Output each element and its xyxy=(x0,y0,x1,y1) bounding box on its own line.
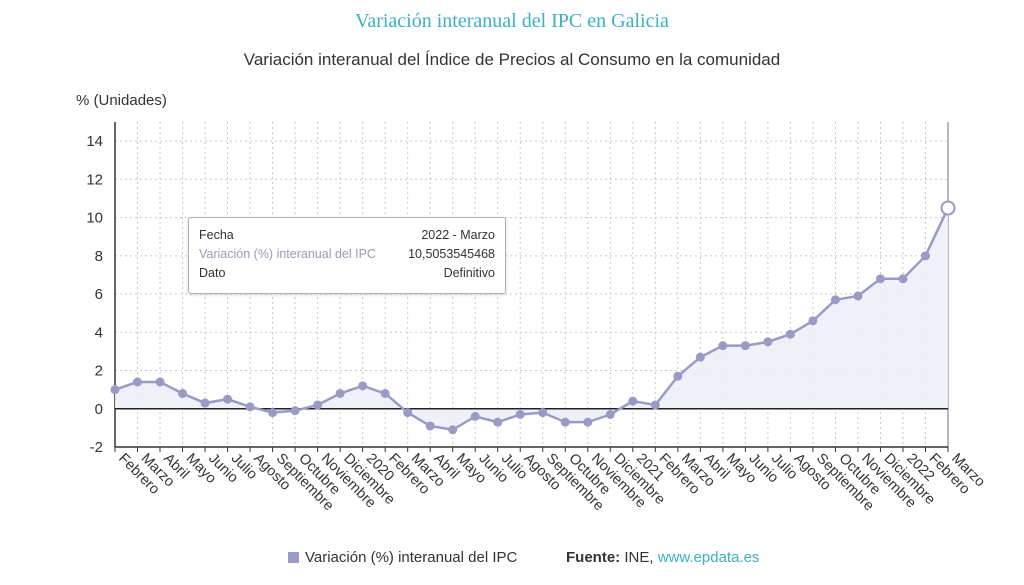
y-tick-label: 8 xyxy=(95,248,103,265)
y-tick-label: 12 xyxy=(86,171,103,188)
y-axis-unit-label: % (Unidades) xyxy=(76,92,167,109)
data-point[interactable] xyxy=(763,337,773,347)
source-org: INE, xyxy=(624,549,654,566)
chart-legend[interactable]: Variación (%) interanual del IPC xyxy=(288,549,517,566)
data-point[interactable] xyxy=(178,388,188,398)
data-tooltip: Fecha 2022 - Marzo Variación (%) interan… xyxy=(188,217,506,294)
data-point[interactable] xyxy=(155,377,165,387)
tooltip-row-date: Fecha 2022 - Marzo xyxy=(199,228,495,246)
chart-title: Variación interanual del IPC en Galicia xyxy=(355,10,669,32)
data-point[interactable] xyxy=(695,352,705,362)
source-credit: Fuente: INE, www.epdata.es xyxy=(566,549,759,566)
data-point[interactable] xyxy=(245,402,255,412)
highlighted-data-point[interactable] xyxy=(940,200,956,216)
tooltip-series-label: Variación (%) interanual del IPC xyxy=(199,247,376,261)
data-point[interactable] xyxy=(425,421,435,431)
y-tick-label: 14 xyxy=(86,133,103,150)
data-point[interactable] xyxy=(830,295,840,305)
data-point[interactable] xyxy=(380,388,390,398)
y-tick-label: 2 xyxy=(95,363,103,380)
data-point[interactable] xyxy=(313,400,323,410)
y-tick-label: 10 xyxy=(86,210,103,227)
legend-swatch xyxy=(288,552,299,563)
data-point[interactable] xyxy=(335,388,345,398)
tooltip-status-value: Definitivo xyxy=(443,266,495,280)
chart-subtitle: Variación interanual del Índice de Preci… xyxy=(243,50,781,69)
data-point[interactable] xyxy=(493,417,503,427)
tooltip-date-value: 2022 - Marzo xyxy=(421,228,495,242)
legend-label: Variación (%) interanual del IPC xyxy=(305,549,518,566)
tooltip-row-status: Dato Definitivo xyxy=(199,266,495,284)
data-point[interactable] xyxy=(898,274,908,284)
data-point[interactable] xyxy=(853,291,863,301)
data-point[interactable] xyxy=(718,341,728,351)
data-point[interactable] xyxy=(740,341,750,351)
tooltip-date-label: Fecha xyxy=(199,228,234,242)
data-point[interactable] xyxy=(808,316,818,326)
data-point[interactable] xyxy=(673,371,683,381)
data-point[interactable] xyxy=(448,425,458,435)
tooltip-status-label: Dato xyxy=(199,266,226,280)
data-point[interactable] xyxy=(785,329,795,339)
data-point[interactable] xyxy=(583,417,593,427)
data-point[interactable] xyxy=(403,408,413,418)
series-area xyxy=(115,208,948,430)
y-tick-label: 6 xyxy=(95,286,103,303)
data-point[interactable] xyxy=(650,400,660,410)
tooltip-series-value: 10,5053545468 xyxy=(408,247,495,261)
data-point[interactable] xyxy=(920,251,930,261)
data-point[interactable] xyxy=(133,377,143,387)
source-link[interactable]: www.epdata.es xyxy=(657,549,760,566)
data-point[interactable] xyxy=(560,417,570,427)
y-tick-label: 0 xyxy=(95,401,103,418)
y-tick-label: -2 xyxy=(90,439,103,456)
data-point[interactable] xyxy=(470,411,480,421)
data-point[interactable] xyxy=(538,408,548,418)
data-point[interactable] xyxy=(290,406,300,416)
y-tick-label: 4 xyxy=(95,324,103,341)
source-label: Fuente: xyxy=(566,549,621,566)
data-point[interactable] xyxy=(268,408,278,418)
data-point[interactable] xyxy=(110,385,120,395)
data-point[interactable] xyxy=(200,398,210,408)
data-point[interactable] xyxy=(358,381,368,391)
data-point[interactable] xyxy=(875,274,885,284)
data-point[interactable] xyxy=(515,410,525,419)
tooltip-row-value: Variación (%) interanual del IPC 10,5053… xyxy=(199,247,495,265)
data-point[interactable] xyxy=(605,410,615,419)
data-point[interactable] xyxy=(223,394,233,404)
data-point[interactable] xyxy=(628,396,638,406)
